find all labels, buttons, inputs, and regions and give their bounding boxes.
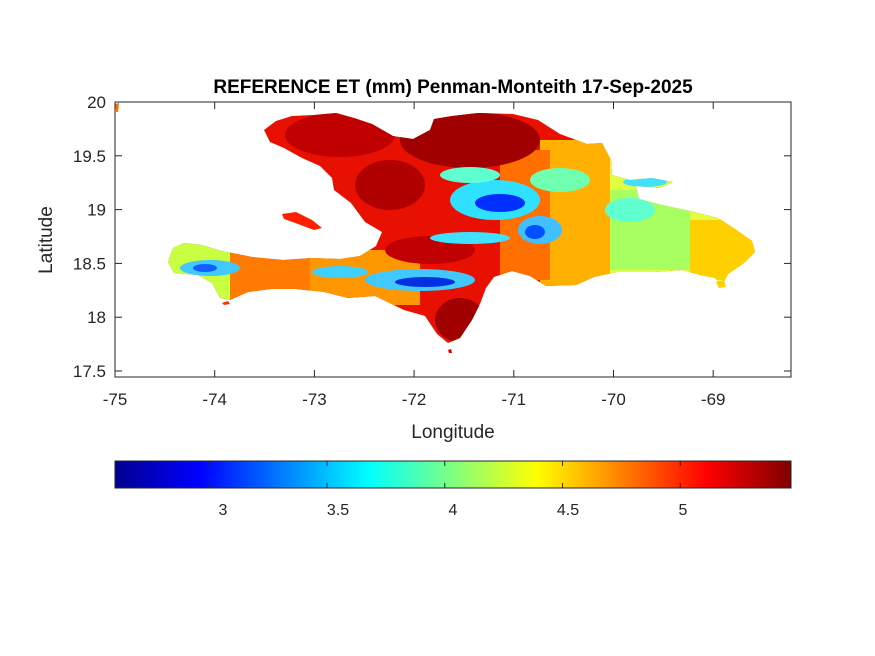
isla-beata (448, 349, 452, 353)
saona-tip (716, 280, 726, 288)
colorbar-ticks (208, 461, 681, 488)
y-tick-label: 18.5 (73, 255, 106, 274)
y-tick-label: 17.5 (73, 362, 106, 381)
x-tick-label: -73 (302, 390, 327, 409)
y-ticks (115, 101, 791, 372)
colorbar-tick-label: 3 (219, 502, 228, 519)
x-tick-label: -71 (502, 390, 527, 409)
corner-pixel (115, 103, 119, 112)
ile-a-vache (222, 301, 230, 305)
y-tick-label: 19.5 (73, 147, 106, 166)
x-tick-label: -75 (103, 390, 128, 409)
colorbar-tick-label: 4 (449, 502, 458, 519)
x-axis-label: Longitude (411, 422, 494, 443)
x-tick-label: -70 (601, 390, 626, 409)
colorbar (114, 460, 792, 489)
colorbar-tick-label: 4.5 (557, 502, 579, 519)
colorbar-tick-label: 3.5 (327, 502, 349, 519)
chart-title: REFERENCE ET (mm) Penman-Monteith 17-Sep… (213, 77, 693, 98)
colorbar-tick-label: 5 (679, 502, 688, 519)
ile-de-la-gonave (282, 212, 322, 230)
x-tick-label: -72 (402, 390, 427, 409)
y-axis-label: Latitude (36, 206, 57, 274)
x-tick-label: -69 (701, 390, 726, 409)
y-tick-label: 18 (87, 308, 106, 327)
y-tick-label: 20 (87, 93, 106, 112)
y-tick-label: 19 (87, 201, 106, 220)
x-tick-label: -74 (202, 390, 227, 409)
